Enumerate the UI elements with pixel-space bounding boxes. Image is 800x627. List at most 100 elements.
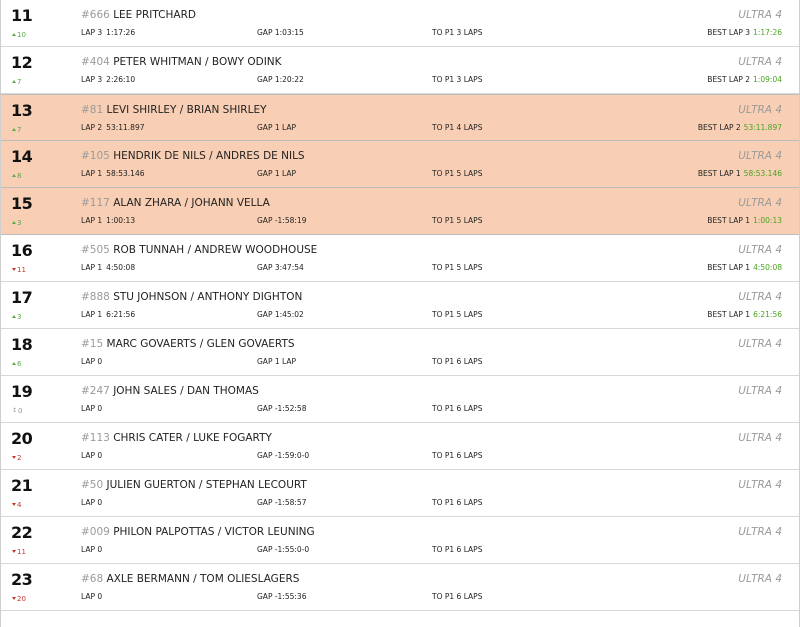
class-label: ULTRA 4 bbox=[738, 432, 782, 444]
leaderboard-row[interactable]: 19 0 #247 JOHN SALES / DAN THOMAS LAP 0 … bbox=[1, 376, 799, 423]
best-lap: BEST LAP 1 1:00:13 bbox=[707, 216, 782, 225]
position-change-arrow-icon bbox=[12, 597, 16, 600]
entry-title: #50 JULIEN GUERTON / STEPHAN LECOURT bbox=[81, 479, 307, 491]
entry-title: #888 STU JOHNSON / ANTHONY DIGHTON bbox=[81, 291, 302, 303]
leaderboard-row[interactable]: 20 2 #113 CHRIS CATER / LUKE FOGARTY LAP… bbox=[1, 423, 799, 470]
gap-value: GAP 1 LAP bbox=[257, 357, 297, 366]
position-change: 6 bbox=[12, 360, 21, 368]
position-change-value: 6 bbox=[17, 360, 22, 368]
driver-names: MARC GOVAERTS / GLEN GOVAERTS bbox=[106, 338, 295, 350]
gap-value: GAP 1:45:02 bbox=[257, 310, 304, 319]
position-number: 22 bbox=[11, 523, 33, 542]
lap-label: LAP 2 bbox=[81, 123, 103, 132]
lap-label: LAP 3 bbox=[81, 28, 103, 37]
position-change-value: 11 bbox=[17, 266, 26, 274]
position-change: 0 bbox=[12, 407, 23, 415]
entry-title: #15 MARC GOVAERTS / GLEN GOVAERTS bbox=[81, 338, 295, 350]
current-lap: LAP 0 bbox=[81, 592, 106, 601]
gap-value: GAP 1:03:15 bbox=[257, 28, 304, 37]
car-number: #505 bbox=[81, 244, 110, 256]
current-lap: LAP 1 4:50:08 bbox=[81, 263, 135, 272]
lap-label: LAP 0 bbox=[81, 357, 103, 366]
driver-names: ALAN ZHARA / JOHANN VELLA bbox=[113, 197, 270, 209]
leaderboard-row[interactable]: 23 20 #68 AXLE BERMANN / TOM OLIESLAGERS… bbox=[1, 564, 799, 611]
best-lap-time: 1:17:26 bbox=[753, 28, 782, 37]
best-lap-label: BEST LAP 2 bbox=[697, 123, 741, 132]
gap-value: GAP 3:47:54 bbox=[257, 263, 304, 272]
class-label: ULTRA 4 bbox=[738, 150, 782, 162]
position-change-value: 20 bbox=[17, 595, 26, 603]
leaderboard-row[interactable]: 15 3 #117 ALAN ZHARA / JOHANN VELLA LAP … bbox=[1, 188, 799, 235]
position-number: 19 bbox=[11, 382, 33, 401]
car-number: #888 bbox=[81, 291, 110, 303]
leaderboard-row[interactable]: 21 4 #50 JULIEN GUERTON / STEPHAN LECOUR… bbox=[1, 470, 799, 517]
position-change: 11 bbox=[12, 548, 26, 556]
best-lap-time: 58:53.146 bbox=[743, 169, 782, 178]
lap-label: LAP 3 bbox=[81, 75, 103, 84]
position-number: 16 bbox=[11, 241, 33, 260]
gap-value: GAP 1 LAP bbox=[257, 123, 297, 132]
driver-names: HENDRIK DE NILS / ANDRES DE NILS bbox=[113, 150, 305, 162]
to-p1-value: TO P1 6 LAPS bbox=[432, 498, 483, 507]
best-lap-time: 1:09:04 bbox=[753, 75, 782, 84]
leaderboard-row[interactable]: 11 10 #666 LEE PRITCHARD LAP 3 1:17:26 GA… bbox=[1, 0, 799, 47]
class-label: ULTRA 4 bbox=[738, 56, 782, 68]
position-change-value: 8 bbox=[17, 172, 22, 180]
leaderboard-row[interactable]: 22 11 #009 PHILON PALPOTTAS / VICTOR LEU… bbox=[1, 517, 799, 564]
leaderboard-row[interactable]: 13 7 #81 LEVI SHIRLEY / BRIAN SHIRLEY LA… bbox=[1, 94, 799, 141]
leaderboard-row[interactable]: 17 3 #888 STU JOHNSON / ANTHONY DIGHTON … bbox=[1, 282, 799, 329]
best-lap-time: 1:00:13 bbox=[753, 216, 782, 225]
position-change-value: 7 bbox=[17, 126, 22, 134]
to-p1-value: TO P1 6 LAPS bbox=[432, 451, 483, 460]
position-change: 7 bbox=[12, 126, 21, 134]
gap-value: GAP 1 LAP bbox=[257, 169, 297, 178]
best-lap-label: BEST LAP 3 bbox=[707, 28, 751, 37]
driver-names: LEE PRITCHARD bbox=[113, 9, 196, 21]
best-lap bbox=[779, 357, 782, 366]
position-change: 4 bbox=[12, 501, 21, 509]
position-change-value: 0 bbox=[18, 407, 23, 415]
gap-value: GAP -1:58:57 bbox=[257, 498, 307, 507]
current-lap: LAP 0 bbox=[81, 404, 106, 413]
lap-label: LAP 0 bbox=[81, 545, 103, 554]
lap-time: 1:00:13 bbox=[106, 216, 136, 225]
leaderboard-row[interactable]: 14 8 #105 HENDRIK DE NILS / ANDRES DE NI… bbox=[1, 141, 799, 188]
to-p1-value: TO P1 3 LAPS bbox=[432, 28, 483, 37]
class-label: ULTRA 4 bbox=[738, 291, 782, 303]
current-lap: LAP 1 58:53.146 bbox=[81, 169, 145, 178]
leaderboard-row[interactable]: 16 11 #505 ROB TUNNAH / ANDREW WOODHOUSE… bbox=[1, 235, 799, 282]
leaderboard-row[interactable]: 18 6 #15 MARC GOVAERTS / GLEN GOVAERTS L… bbox=[1, 329, 799, 376]
lap-time: 53:11.897 bbox=[106, 123, 145, 132]
position-change: 8 bbox=[12, 172, 21, 180]
driver-names: CHRIS CATER / LUKE FOGARTY bbox=[113, 432, 272, 444]
class-label: ULTRA 4 bbox=[738, 9, 782, 21]
position-change-value: 7 bbox=[17, 78, 22, 86]
lap-label: LAP 0 bbox=[81, 592, 103, 601]
position-number: 15 bbox=[11, 194, 33, 213]
position-change-arrow-icon bbox=[12, 407, 17, 414]
to-p1-value: TO P1 6 LAPS bbox=[432, 357, 483, 366]
car-number: #50 bbox=[81, 479, 104, 491]
entry-title: #505 ROB TUNNAH / ANDREW WOODHOUSE bbox=[81, 244, 317, 256]
position-change-value: 4 bbox=[17, 501, 22, 509]
current-lap: LAP 0 bbox=[81, 498, 106, 507]
best-lap-label: BEST LAP 1 bbox=[707, 263, 751, 272]
leaderboard-row[interactable]: 12 7 #404 PETER WHITMAN / BOWY ODINK LAP… bbox=[1, 47, 799, 94]
gap-value: GAP -1:52:58 bbox=[257, 404, 307, 413]
car-number: #113 bbox=[81, 432, 110, 444]
gap-value: GAP -1:55:0-0 bbox=[257, 545, 310, 554]
class-label: ULTRA 4 bbox=[738, 338, 782, 350]
gap-value: GAP -1:59:0-0 bbox=[257, 451, 310, 460]
position-number: 11 bbox=[11, 6, 33, 25]
best-lap: BEST LAP 2 1:09:04 bbox=[707, 75, 782, 84]
position-change: 2 bbox=[12, 454, 21, 462]
entry-title: #68 AXLE BERMANN / TOM OLIESLAGERS bbox=[81, 573, 299, 585]
position-number: 12 bbox=[11, 53, 33, 72]
position-number: 17 bbox=[11, 288, 33, 307]
position-number: 13 bbox=[11, 101, 33, 120]
position-change-arrow-icon bbox=[12, 315, 16, 318]
lap-time: 58:53.146 bbox=[106, 169, 145, 178]
position-change-arrow-icon bbox=[12, 33, 16, 36]
position-change: 3 bbox=[12, 219, 21, 227]
position-number: 14 bbox=[11, 147, 33, 166]
